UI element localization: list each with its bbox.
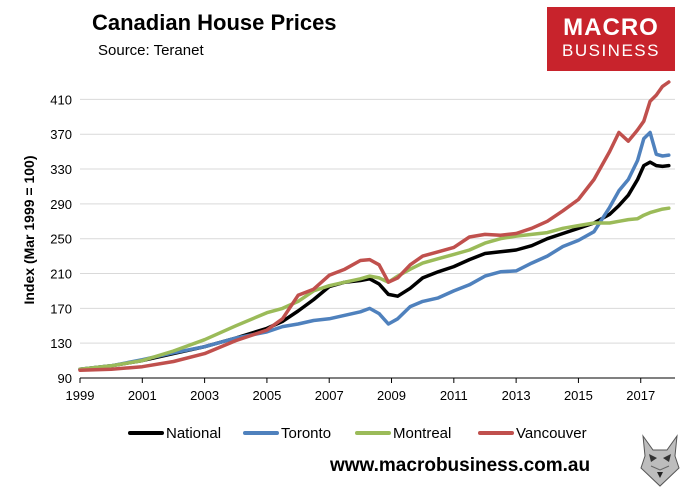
x-tick-label: 1999	[66, 388, 95, 403]
x-tick-label: 2011	[440, 388, 468, 403]
x-tick-label: 2013	[502, 388, 531, 403]
x-tick-label: 2015	[564, 388, 593, 403]
website-url[interactable]: www.macrobusiness.com.au	[330, 455, 591, 476]
x-tick-label: 2007	[315, 388, 344, 403]
y-tick-label: 410	[50, 92, 72, 107]
x-tick-label: 2017	[626, 388, 655, 403]
wolf-logo-icon	[637, 432, 683, 488]
legend-label-national: National	[166, 425, 221, 442]
y-axis-label: Index (Mar 1999 = 100)	[21, 155, 37, 304]
y-tick-label: 290	[50, 197, 72, 212]
y-tick-label: 330	[50, 162, 72, 177]
chart-title: Canadian House Prices	[92, 10, 337, 35]
y-tick-label: 210	[50, 267, 72, 282]
logo-line-1: MACRO	[563, 14, 659, 41]
chart-subtitle: Source: Teranet	[98, 42, 204, 59]
x-tick-label: 2009	[377, 388, 406, 403]
x-tick-label: 2005	[252, 388, 281, 403]
series-line-toronto	[78, 130, 671, 372]
series-line-vancouver	[78, 80, 671, 372]
y-tick-label: 170	[50, 301, 72, 316]
legend-label-toronto: Toronto	[281, 425, 331, 442]
series-line-national	[78, 160, 671, 372]
y-tick-label: 370	[50, 127, 72, 142]
series-line-montreal	[78, 206, 671, 372]
legend-label-vancouver: Vancouver	[516, 425, 587, 442]
x-tick-label: 2001	[128, 388, 157, 403]
macrobusiness-logo: MACRO BUSINESS	[547, 7, 675, 71]
y-tick-label: 90	[58, 371, 72, 386]
logo-line-2: BUSINESS	[562, 41, 660, 60]
x-tick-label: 2003	[190, 388, 219, 403]
y-tick-label: 130	[50, 336, 72, 351]
legend-label-montreal: Montreal	[393, 425, 451, 442]
y-tick-label: 250	[50, 232, 72, 247]
